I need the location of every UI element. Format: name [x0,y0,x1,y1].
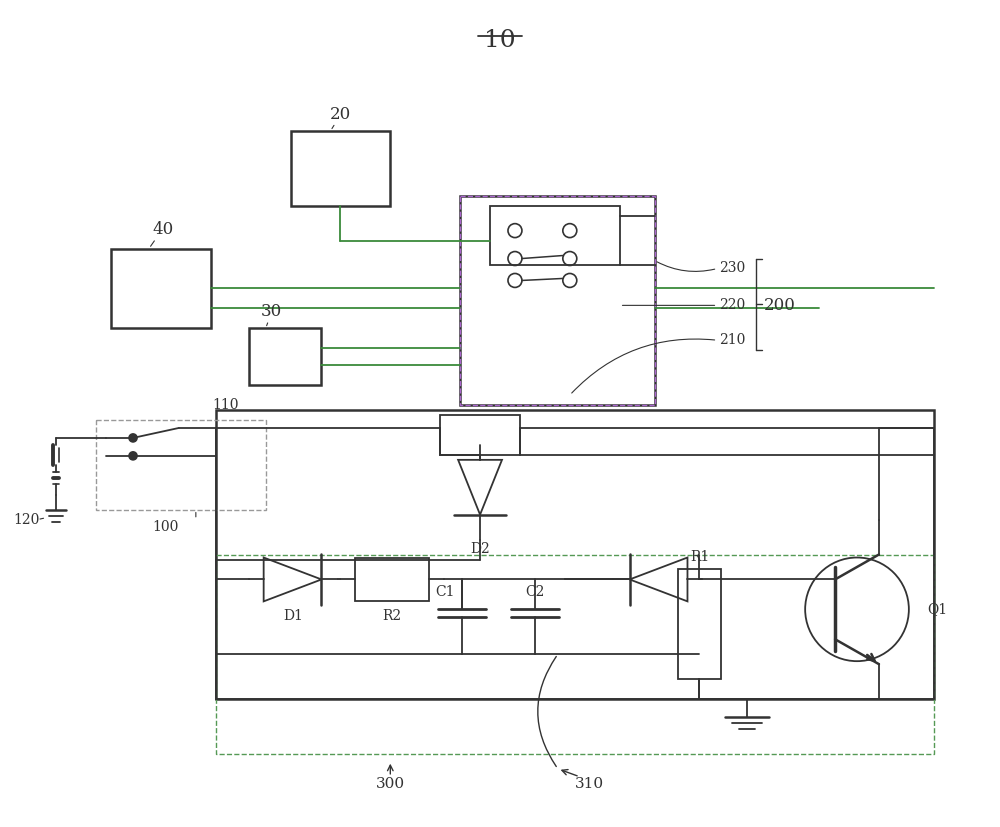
Bar [490,206,620,265]
Bar [111,249,211,328]
Bar [460,196,655,405]
Text: D2: D2 [470,542,490,556]
Text: 30: 30 [261,304,282,320]
Text: 100: 100 [153,519,179,533]
Bar [216,555,934,754]
Text: C2: C2 [525,586,545,600]
Circle shape [129,434,137,442]
Text: 200: 200 [764,297,796,314]
Bar [249,328,321,385]
Bar [291,131,390,206]
Text: 110: 110 [213,398,239,412]
Text: 40: 40 [152,221,174,237]
Text: R2: R2 [383,609,402,624]
Text: Q1: Q1 [927,602,947,616]
Text: C1: C1 [435,586,455,600]
Bar [440,415,520,455]
Bar [678,570,721,679]
Bar [460,196,655,405]
Text: 20: 20 [330,106,351,123]
Text: 120: 120 [13,513,39,527]
Bar [355,557,429,601]
Text: D1: D1 [284,609,304,624]
Text: 300: 300 [376,777,405,791]
Circle shape [129,452,137,460]
Bar [216,410,934,699]
Text: 220: 220 [719,299,746,313]
Text: 210: 210 [719,333,746,347]
Text: R1: R1 [690,551,709,565]
Text: 230: 230 [719,261,746,275]
Text: 310: 310 [575,777,604,791]
Bar [96,420,266,509]
Text: 10: 10 [484,29,516,52]
